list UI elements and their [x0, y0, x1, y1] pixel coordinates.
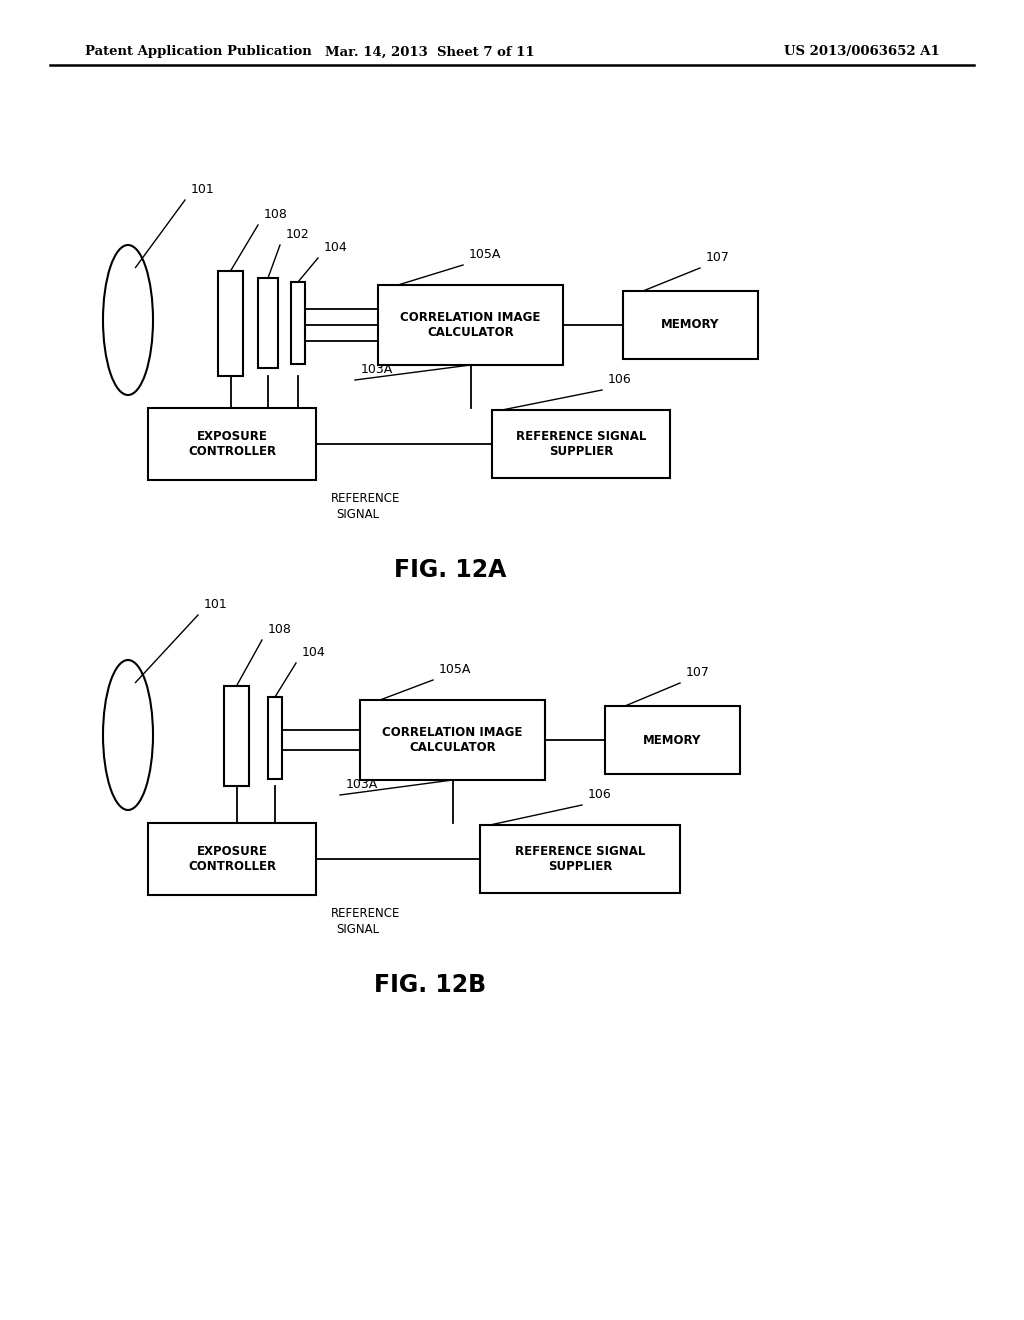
Text: SIGNAL: SIGNAL: [336, 923, 379, 936]
Text: MEMORY: MEMORY: [643, 734, 701, 747]
Text: 101: 101: [191, 183, 215, 195]
Bar: [480, 825, 680, 894]
Text: 104: 104: [302, 645, 326, 659]
Bar: [360, 700, 545, 780]
Bar: [148, 822, 316, 895]
Bar: [291, 282, 305, 364]
Text: 105A: 105A: [439, 663, 471, 676]
Text: EXPOSURE
CONTROLLER: EXPOSURE CONTROLLER: [188, 430, 276, 458]
Bar: [258, 279, 278, 368]
Bar: [623, 290, 758, 359]
Text: 103A: 103A: [361, 363, 393, 376]
Text: 106: 106: [588, 788, 611, 801]
Text: REFERENCE SIGNAL
SUPPLIER: REFERENCE SIGNAL SUPPLIER: [515, 845, 645, 873]
Text: MEMORY: MEMORY: [662, 318, 720, 331]
Text: CORRELATION IMAGE
CALCULATOR: CORRELATION IMAGE CALCULATOR: [400, 312, 541, 339]
Text: FIG. 12B: FIG. 12B: [374, 973, 486, 997]
Text: US 2013/0063652 A1: US 2013/0063652 A1: [784, 45, 940, 58]
Text: 108: 108: [264, 209, 288, 220]
Text: 106: 106: [608, 374, 632, 385]
Text: 107: 107: [686, 667, 710, 678]
Bar: [492, 411, 670, 478]
Text: SIGNAL: SIGNAL: [336, 508, 379, 521]
Text: 102: 102: [286, 228, 309, 242]
Text: REFERENCE SIGNAL
SUPPLIER: REFERENCE SIGNAL SUPPLIER: [516, 430, 646, 458]
Bar: [224, 686, 249, 785]
Bar: [218, 271, 243, 376]
Bar: [378, 285, 563, 366]
Text: 108: 108: [268, 623, 292, 636]
Text: CORRELATION IMAGE
CALCULATOR: CORRELATION IMAGE CALCULATOR: [382, 726, 522, 754]
Text: 103A: 103A: [346, 777, 378, 791]
Bar: [268, 697, 282, 779]
Text: REFERENCE: REFERENCE: [331, 492, 400, 506]
Bar: [148, 408, 316, 480]
Text: Mar. 14, 2013  Sheet 7 of 11: Mar. 14, 2013 Sheet 7 of 11: [326, 45, 535, 58]
Text: Patent Application Publication: Patent Application Publication: [85, 45, 311, 58]
Text: 107: 107: [706, 251, 730, 264]
Text: 104: 104: [324, 242, 348, 253]
Bar: [605, 706, 740, 774]
Text: EXPOSURE
CONTROLLER: EXPOSURE CONTROLLER: [188, 845, 276, 873]
Text: 101: 101: [204, 598, 227, 611]
Text: 105A: 105A: [469, 248, 502, 261]
Text: FIG. 12A: FIG. 12A: [394, 558, 506, 582]
Text: REFERENCE: REFERENCE: [331, 907, 400, 920]
